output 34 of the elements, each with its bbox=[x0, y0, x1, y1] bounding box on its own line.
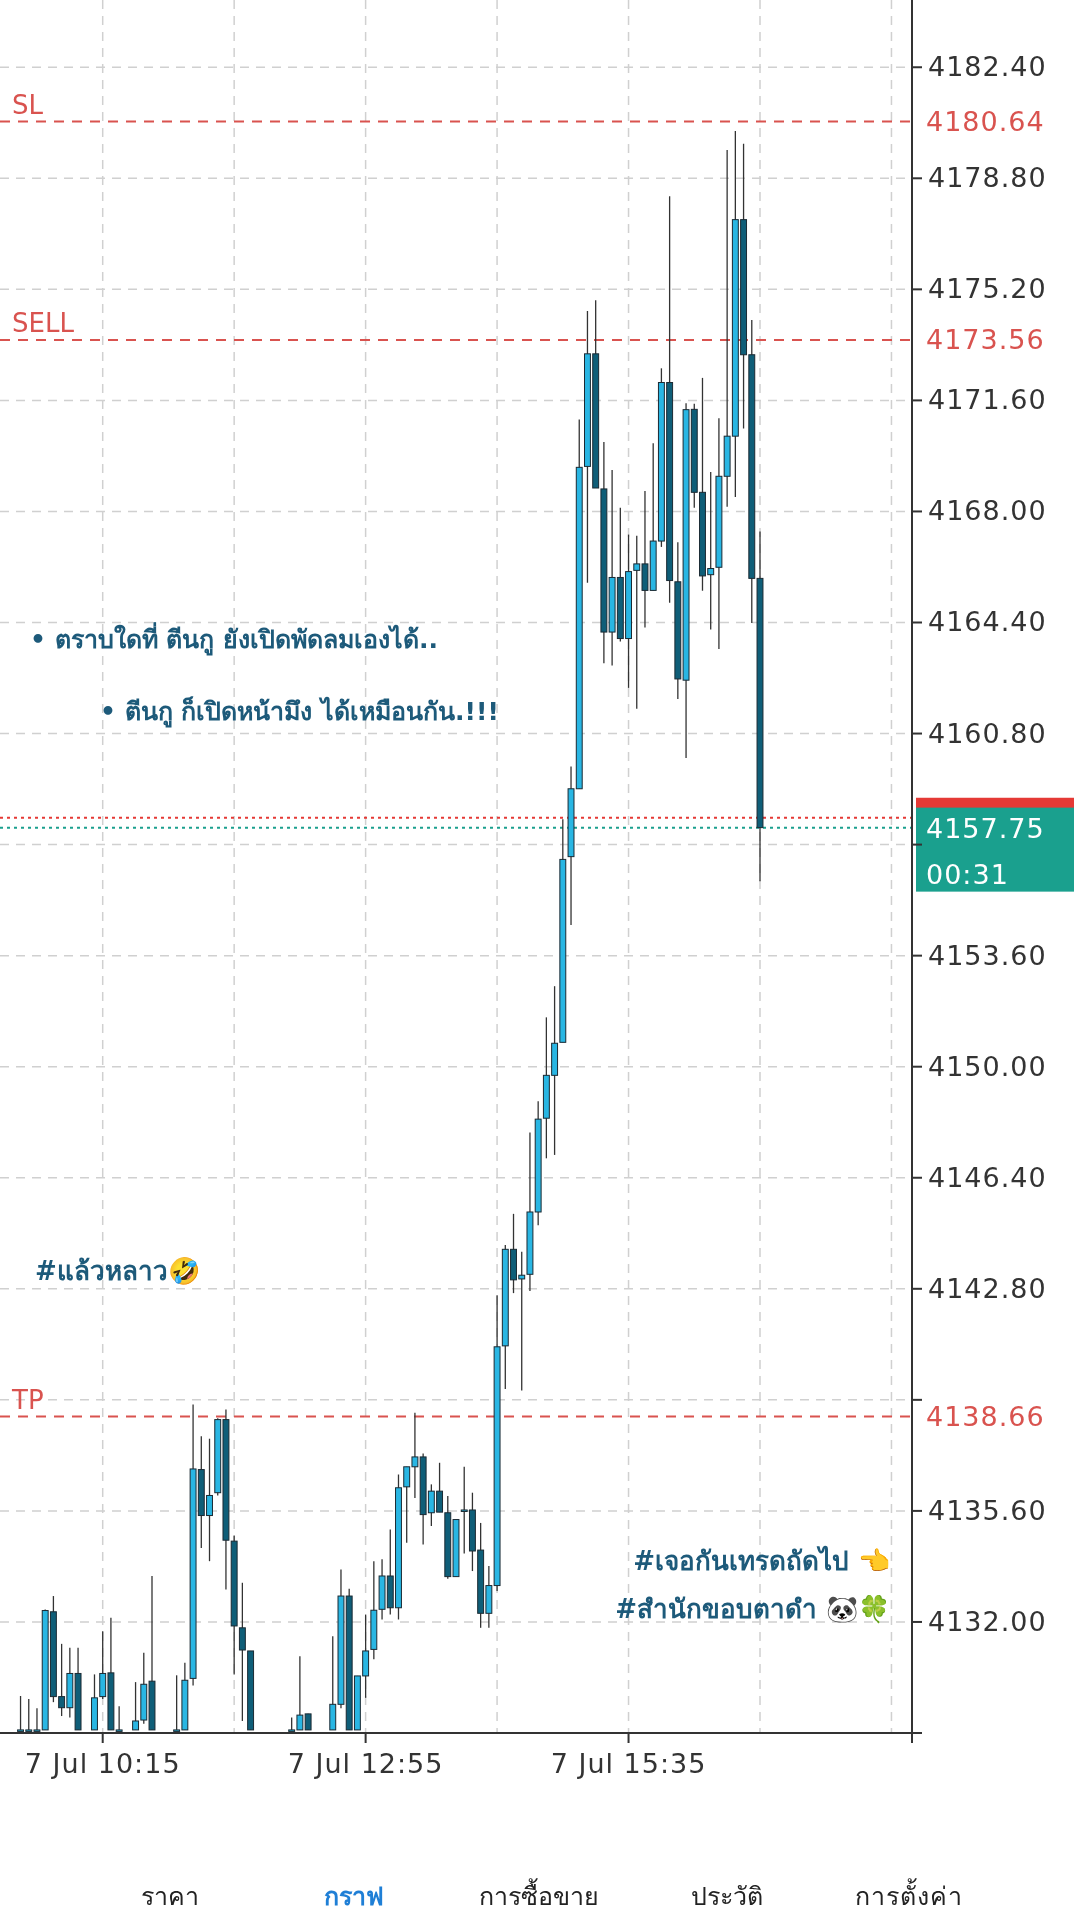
ref-line-label: 4138.66 bbox=[926, 1400, 1045, 1432]
ref-line-label: 4157.75 bbox=[926, 812, 1045, 844]
y-tick-label: 4132.00 bbox=[928, 1605, 1047, 1637]
y-tick-label: 4135.60 bbox=[928, 1494, 1047, 1526]
y-tick-label: 4171.60 bbox=[928, 384, 1047, 416]
y-tick-label: 4175.20 bbox=[928, 273, 1047, 305]
text: กราฟ bbox=[324, 1882, 384, 1911]
annotation: #เจอกันเทรดถัดไป 👈 bbox=[633, 1545, 890, 1576]
text: ราคา bbox=[141, 1882, 199, 1911]
y-tick-label: 4153.60 bbox=[928, 939, 1047, 971]
y-tick-label: 4164.40 bbox=[928, 606, 1047, 638]
annotation: SL bbox=[12, 89, 44, 120]
annotation: TP bbox=[11, 1384, 44, 1415]
ref-line-label: 4173.56 bbox=[926, 323, 1045, 355]
y-tick-label: 4178.80 bbox=[928, 162, 1047, 194]
y-tick-label: 4146.40 bbox=[928, 1161, 1047, 1193]
text: การตั้งค่า bbox=[855, 1878, 963, 1911]
y-tick-label: 4182.40 bbox=[928, 51, 1047, 83]
x-tick-label: 7 Jul 15:35 bbox=[550, 1748, 707, 1779]
ref-line-label: 4180.64 bbox=[926, 105, 1045, 137]
annotation: #สำนักขอบตาดำ 🐼🍀 bbox=[615, 1594, 890, 1624]
text: การซื้อขาย bbox=[479, 1878, 599, 1911]
x-tick-label: 7 Jul 10:15 bbox=[24, 1748, 181, 1779]
y-tick-label: 4150.00 bbox=[928, 1050, 1047, 1082]
y-tick-label: 4160.80 bbox=[928, 717, 1047, 749]
y-tick-label: 4142.80 bbox=[928, 1272, 1047, 1304]
annotation: #แล้วหลาว🤣 bbox=[35, 1256, 200, 1288]
annotation: SELL bbox=[12, 307, 75, 338]
y-tick-label: 4168.00 bbox=[928, 495, 1047, 527]
x-tick-label: 7 Jul 12:55 bbox=[287, 1748, 444, 1779]
annotation: • ตีนกู ก็เปิดหน้ามึง ได้เหมือนกัน.!!! bbox=[100, 696, 499, 728]
text: ประวัติ bbox=[691, 1882, 763, 1911]
annotation: • ตราบใดที่ ตีนกู ยังเปิดพัดลมเองได้.. bbox=[30, 622, 439, 656]
text: 00:31 bbox=[926, 859, 1009, 890]
